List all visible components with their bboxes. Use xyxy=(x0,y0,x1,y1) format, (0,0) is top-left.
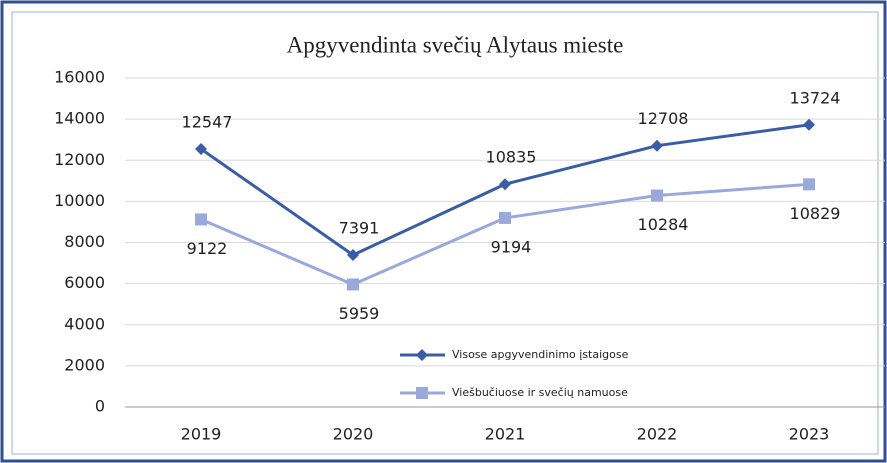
plot-frame xyxy=(11,11,879,455)
y-tick-label: 2000 xyxy=(64,355,105,374)
y-tick-label: 12000 xyxy=(54,150,105,169)
data-label: 10829 xyxy=(790,204,841,223)
data-label: 10835 xyxy=(486,148,537,167)
legend-label: Viešbučiuose ir svečių namuose xyxy=(452,386,628,399)
y-tick-label: 4000 xyxy=(64,314,105,333)
marker xyxy=(347,278,359,291)
x-tick-label: 2020 xyxy=(333,425,374,444)
x-tick-label: 2022 xyxy=(637,425,678,444)
y-tick-label: 8000 xyxy=(64,232,105,251)
chart-title: Apgyvendinta svečių Alytaus mieste xyxy=(287,32,624,57)
marker xyxy=(416,349,428,361)
legend-label: Visose apgyvendinimo įstaigose xyxy=(452,348,629,361)
y-tick-label: 0 xyxy=(95,397,105,416)
marker xyxy=(195,143,207,156)
data-label: 12547 xyxy=(182,113,233,132)
marker xyxy=(347,249,359,262)
data-label: 5959 xyxy=(339,304,380,323)
marker xyxy=(195,213,207,226)
y-tick-label: 10000 xyxy=(54,191,105,210)
data-label: 12708 xyxy=(638,109,689,128)
data-label: 9194 xyxy=(491,237,532,256)
x-tick-label: 2019 xyxy=(181,425,222,444)
y-tick-label: 16000 xyxy=(54,68,105,87)
marker xyxy=(803,118,815,131)
data-label: 7391 xyxy=(339,219,380,238)
marker xyxy=(803,178,815,191)
data-label: 13724 xyxy=(790,88,841,107)
x-tick-label: 2021 xyxy=(485,425,526,444)
marker xyxy=(651,139,663,152)
data-label: 10284 xyxy=(638,215,689,234)
marker xyxy=(499,178,511,191)
y-tick-label: 6000 xyxy=(64,273,105,292)
x-tick-label: 2023 xyxy=(789,425,830,444)
marker xyxy=(416,387,428,399)
marker xyxy=(499,211,511,224)
marker xyxy=(651,189,663,202)
y-tick-label: 14000 xyxy=(54,109,105,128)
data-label: 9122 xyxy=(187,239,228,258)
